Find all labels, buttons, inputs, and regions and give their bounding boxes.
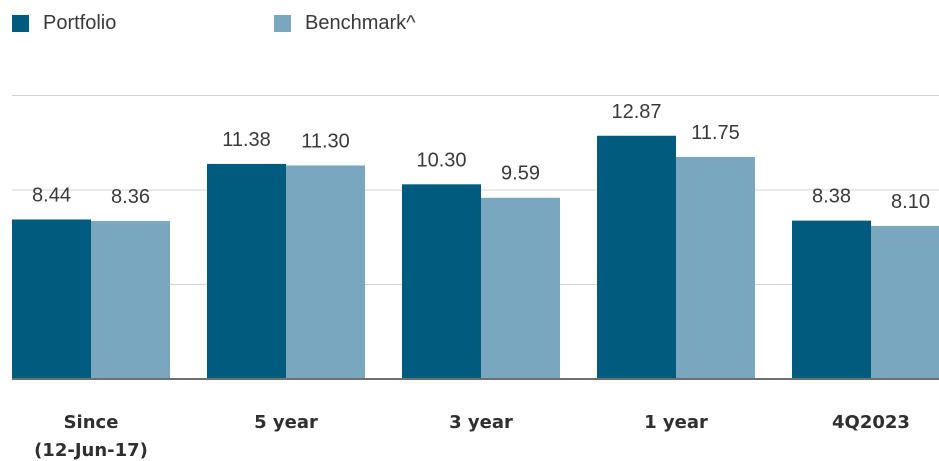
- legend-swatch-portfolio: [12, 15, 29, 32]
- legend-swatch-benchmark: [274, 15, 291, 32]
- data-label-benchmark: 8.36: [111, 186, 150, 208]
- data-label-portfolio: 10.30: [416, 149, 466, 171]
- bar-benchmark: [91, 220, 170, 379]
- bar-benchmark: [676, 156, 755, 379]
- category-label: 3 year: [449, 412, 513, 433]
- bar-portfolio: [792, 220, 871, 379]
- category-labels: Since (12-Jun-17) 5 year 3 year 1 year 4Q2023: [34, 412, 910, 461]
- bar-portfolio: [207, 163, 286, 379]
- bar-benchmark: [871, 225, 939, 379]
- data-label-portfolio: 11.38: [222, 129, 271, 151]
- category-label: 1 year: [644, 412, 708, 433]
- legend-label-benchmark: Benchmark^: [305, 12, 416, 34]
- legend-item-portfolio: Portfolio: [12, 12, 274, 35]
- data-label-benchmark: 9.59: [501, 163, 540, 185]
- bars: [12, 135, 939, 379]
- data-label-portfolio: 8.38: [812, 186, 851, 208]
- legend: Portfolio Benchmark^: [12, 12, 416, 35]
- data-label-portfolio: 12.87: [611, 101, 661, 123]
- bar-portfolio: [402, 184, 481, 379]
- legend-label-portfolio: Portfolio: [43, 12, 117, 34]
- category-label: Since (12-Jun-17): [34, 412, 148, 461]
- data-label-benchmark: 8.10: [891, 191, 930, 213]
- category-label: 5 year: [254, 412, 318, 433]
- bar-portfolio: [12, 219, 91, 379]
- bar-portfolio: [597, 135, 676, 379]
- data-label-portfolio: 8.44: [32, 184, 71, 206]
- bar-benchmark: [286, 165, 365, 379]
- data-label-benchmark: 11.30: [301, 130, 350, 152]
- bar-benchmark: [481, 197, 560, 379]
- category-label: 4Q2023: [832, 412, 910, 433]
- legend-item-benchmark: Benchmark^: [274, 12, 416, 35]
- value-labels: 8.44 8.36 11.38 11.30 10.30 9.59 12.87 11.75 8.3…: [32, 101, 930, 213]
- data-label-benchmark: 11.75: [691, 122, 740, 144]
